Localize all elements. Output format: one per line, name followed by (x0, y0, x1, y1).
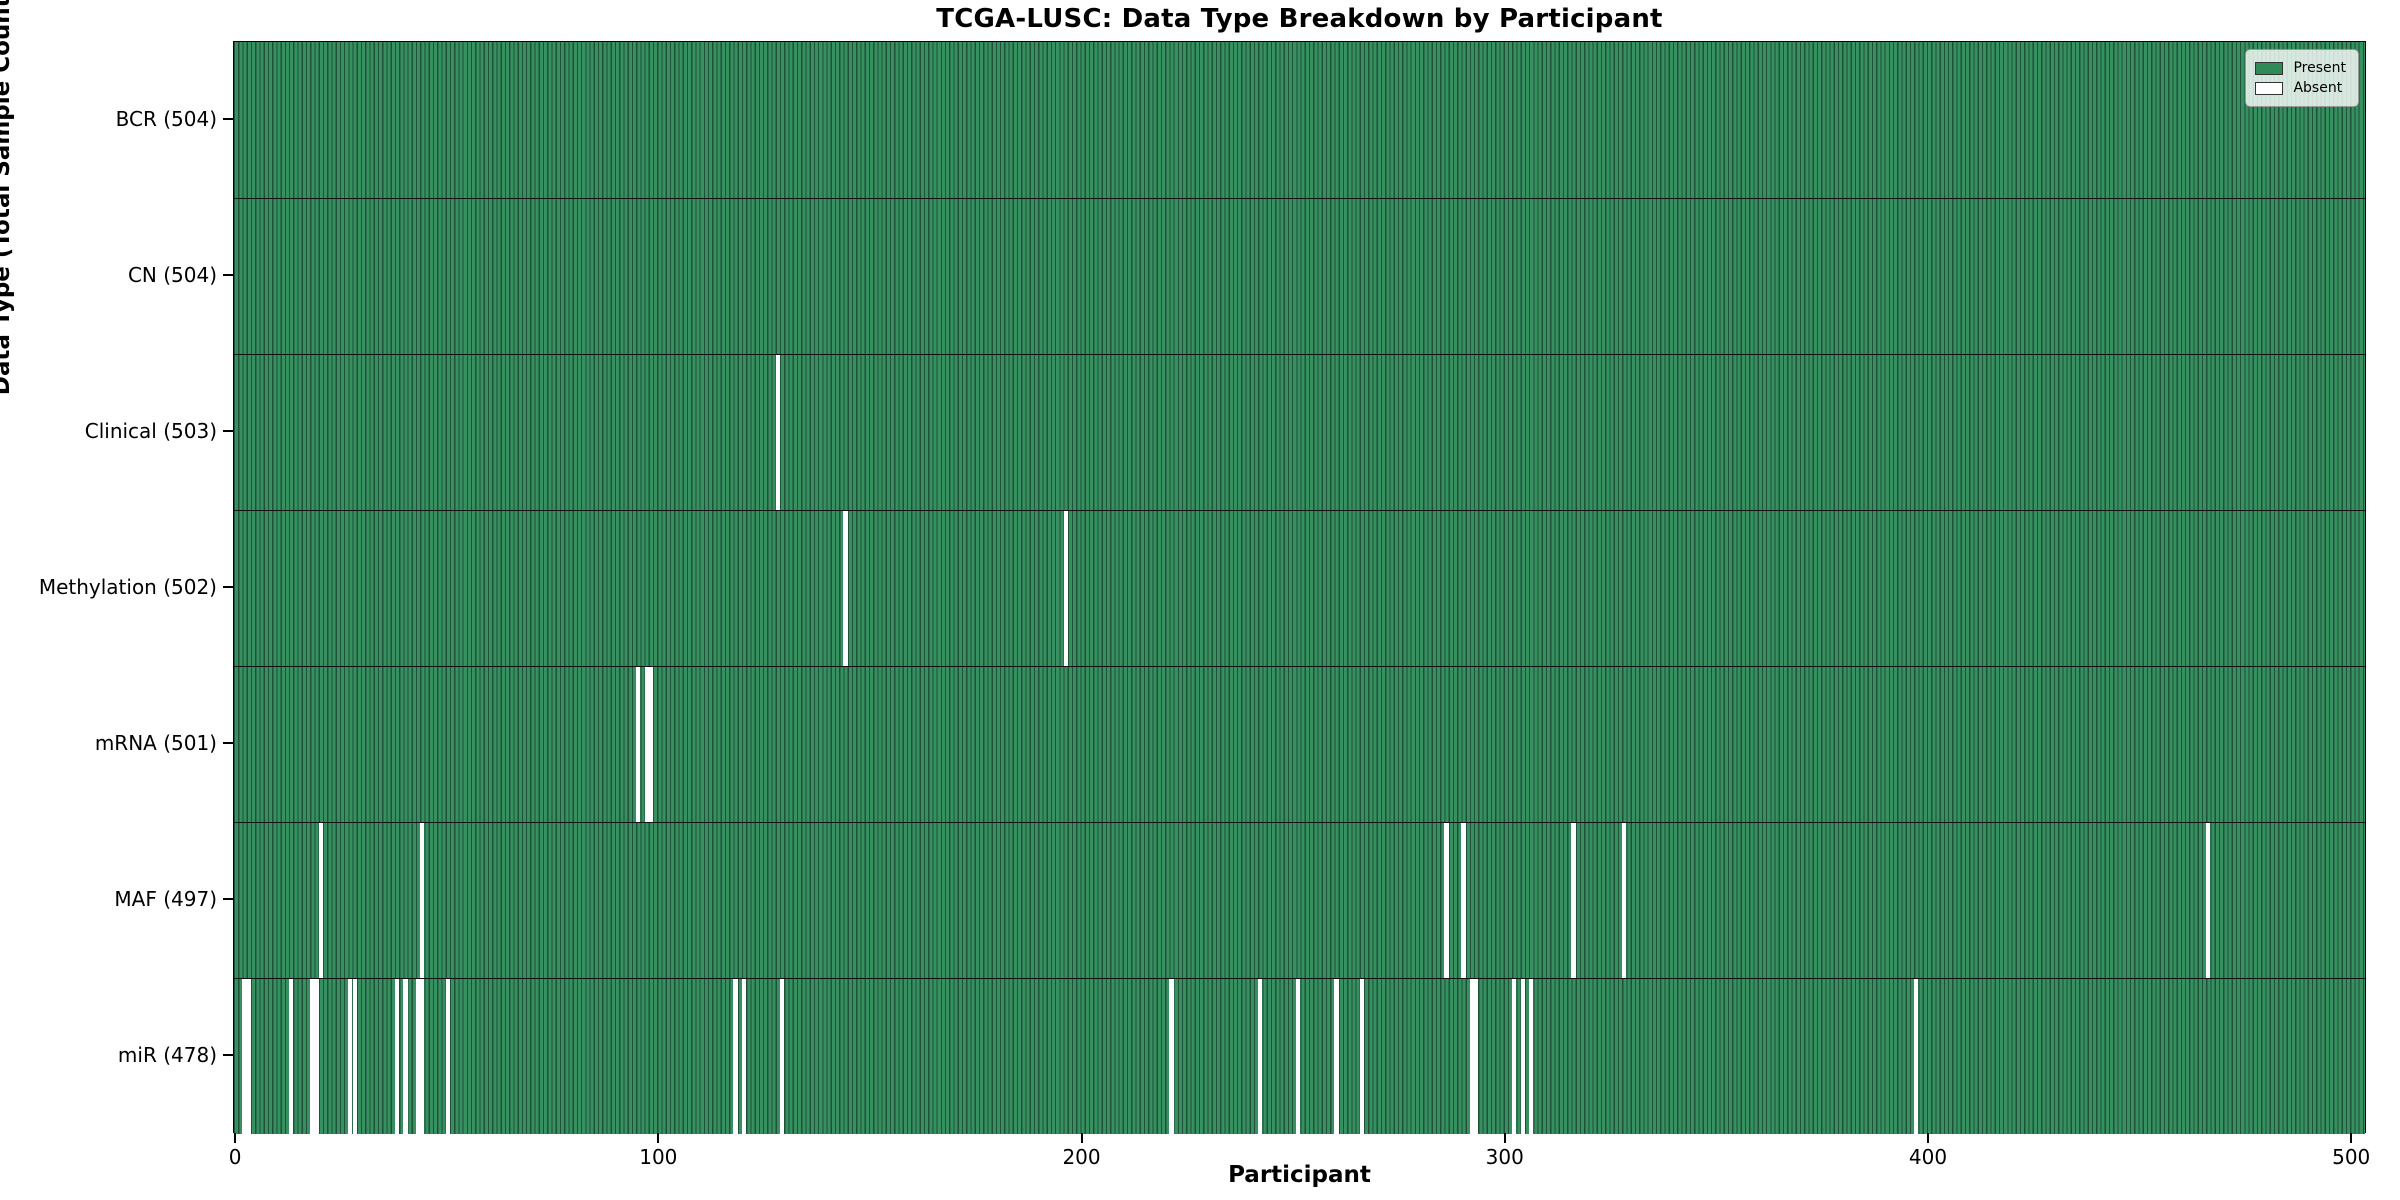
x-axis-label: Participant (1228, 1162, 1371, 1188)
row-band-MAF (234, 822, 2365, 978)
absent-gap (403, 979, 408, 1134)
legend-entry-absent: Absent (2255, 80, 2346, 96)
absent-gap (779, 979, 785, 1134)
plot-area: Present Absent (233, 41, 2366, 1134)
absent-gap (1296, 979, 1301, 1134)
legend-present-label: Present (2293, 60, 2346, 76)
row-band-BCR (234, 42, 2365, 198)
y-tick-label-Methylation: Methylation (502) (38, 575, 217, 599)
row-band-miR (234, 978, 2365, 1134)
absent-gap (644, 667, 649, 822)
absent-gap (1461, 823, 1466, 978)
y-tick (223, 898, 233, 900)
y-tick-label-miR: miR (478) (117, 1043, 217, 1067)
absent-gap (352, 979, 357, 1134)
absent-gap (843, 511, 848, 666)
y-tick (223, 430, 233, 432)
y-tick-label-CN: CN (504) (127, 263, 217, 287)
x-tick-label-400: 400 (1908, 1145, 1948, 1169)
y-tick-label-BCR: BCR (504) (115, 107, 217, 131)
absent-gap (394, 979, 400, 1134)
y-axis-label: Data Type (Total Sample Count) (0, 0, 15, 396)
absent-gap (246, 979, 251, 1134)
absent-gap (420, 823, 425, 978)
x-tick (657, 1133, 660, 1143)
x-tick (1503, 1133, 1506, 1143)
y-tick (223, 742, 233, 744)
row-band-Methylation (234, 510, 2365, 666)
absent-gap (741, 979, 747, 1134)
legend-absent-label: Absent (2293, 80, 2343, 96)
absent-gap (289, 979, 294, 1134)
x-tick-label-300: 300 (1485, 1145, 1524, 1169)
absent-gap (648, 667, 653, 822)
x-tick (1926, 1133, 1929, 1143)
row-band-Clinical (234, 354, 2365, 510)
y-tick (223, 118, 233, 120)
absent-gap (1063, 511, 1068, 666)
absent-gap (420, 979, 425, 1134)
x-tick-label-500: 500 (2332, 1145, 2371, 1169)
absent-gap (1571, 823, 1576, 978)
absent-gap (314, 979, 319, 1134)
absent-gap (1512, 979, 1517, 1134)
x-tick (1080, 1133, 1083, 1143)
absent-gap (310, 979, 315, 1134)
absent-gap (415, 979, 421, 1134)
absent-gap (318, 823, 323, 978)
absent-gap (636, 667, 641, 822)
absent-gap (1622, 823, 1627, 978)
y-tick (223, 586, 233, 588)
legend-present-swatch (2255, 61, 2284, 75)
row-band-mRNA (234, 666, 2365, 822)
absent-gap (1520, 979, 1525, 1134)
absent-gap (1258, 979, 1263, 1134)
absent-gap (1529, 979, 1534, 1134)
absent-gap (1359, 979, 1364, 1134)
absent-gap (1334, 979, 1339, 1134)
absent-gap (1474, 979, 1479, 1134)
absent-gap (1914, 979, 1919, 1134)
absent-gap (775, 355, 780, 510)
absent-gap (1469, 979, 1474, 1134)
legend: Present Absent (2245, 49, 2359, 107)
y-tick (223, 1054, 233, 1056)
absent-gap (348, 979, 353, 1134)
absent-gap (733, 979, 738, 1134)
x-tick (2350, 1133, 2353, 1143)
chart-title: TCGA-LUSC: Data Type Breakdown by Partic… (936, 4, 1663, 34)
row-band-CN (234, 198, 2365, 354)
absent-gap (1444, 823, 1449, 978)
x-tick-label-0: 0 (228, 1145, 242, 1169)
y-tick-label-Clinical: Clinical (503) (84, 419, 217, 443)
y-tick-label-mRNA: mRNA (501) (94, 731, 217, 755)
legend-entry-present: Present (2255, 60, 2346, 76)
x-tick (234, 1133, 237, 1143)
x-tick-label-200: 200 (1062, 1145, 1101, 1169)
legend-absent-swatch (2255, 81, 2284, 95)
y-tick-label-MAF: MAF (497) (114, 887, 217, 911)
absent-gap (1169, 979, 1174, 1134)
y-tick (223, 274, 233, 276)
absent-gap (242, 979, 247, 1134)
x-tick-label-100: 100 (639, 1145, 678, 1169)
absent-gap (2206, 823, 2211, 978)
absent-gap (445, 979, 450, 1134)
